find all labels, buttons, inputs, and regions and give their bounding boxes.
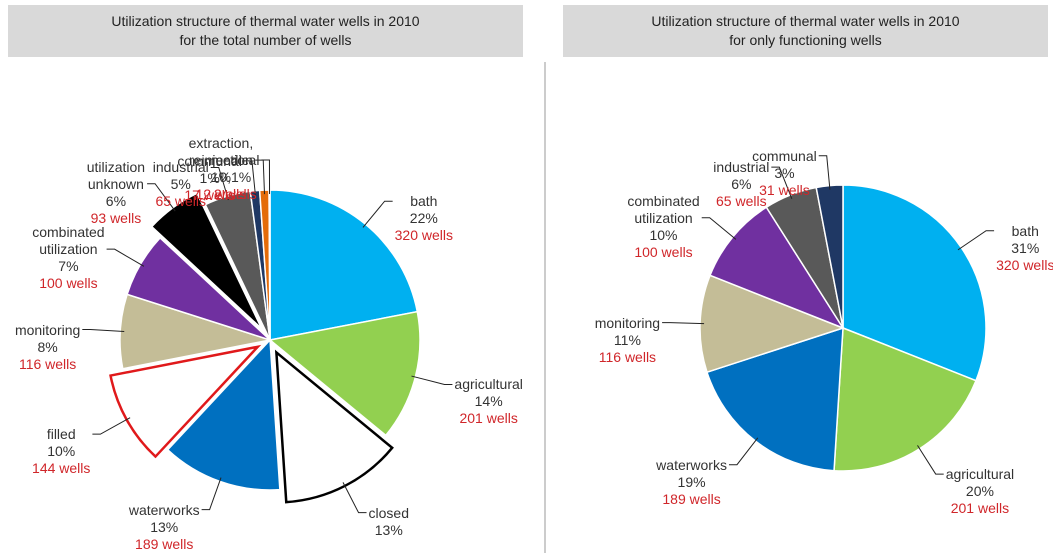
leader-line: [957, 230, 995, 251]
category-label: combinated utilization: [32, 224, 105, 258]
leader-line: [342, 482, 367, 514]
slice-label: communal 3% 31 wells: [752, 148, 817, 199]
leader-line: [82, 329, 125, 333]
category-label: agricultural: [454, 376, 523, 393]
pie-slice: [268, 189, 271, 341]
slice-label: agricultural 14% 201 wells: [454, 376, 522, 427]
slice-label: closed 13%: [369, 505, 409, 539]
category-label: utilization unknown: [86, 158, 146, 192]
count-label: 201 wells: [459, 410, 518, 427]
leader-line: [728, 437, 759, 466]
leader-line: [201, 477, 222, 511]
slice-label: waterworks 19% 189 wells: [656, 457, 727, 508]
slice-label: communal 1% 17 wells: [177, 153, 242, 204]
value-label: 0,1%: [219, 169, 252, 185]
count-label: 12 wells: [195, 186, 247, 203]
leader-line: [92, 417, 131, 435]
count-label: 116 wells: [598, 348, 657, 365]
value-label: 8%: [37, 338, 58, 355]
count-label: 17 wells: [184, 186, 235, 203]
slice-label: monitoring 11% 116 wells: [595, 315, 660, 366]
slice-label: combinated utilization 10% 100 wells: [627, 193, 699, 261]
slice-label: industrial 5% 65 wells: [153, 159, 209, 210]
slice-label: filled 10% 144 wells: [32, 426, 90, 477]
category-label: extraction, reinjection: [188, 135, 254, 169]
category-label: monitoring: [14, 321, 81, 338]
category-label: medical: [211, 152, 260, 168]
value-label: 10%: [47, 443, 76, 460]
leader-line: [362, 200, 393, 228]
count-label: 65 wells: [155, 193, 207, 210]
category-label: communal: [177, 152, 242, 169]
slice-label: industrial 6% 65 wells: [713, 159, 769, 210]
count-label: 31 wells: [759, 181, 810, 198]
value-label: 5%: [170, 176, 191, 193]
leader-line: [106, 248, 145, 267]
count-label: 100 wells: [634, 243, 693, 260]
category-label: industrial: [152, 159, 209, 176]
value-label: 13%: [150, 518, 179, 535]
count-label: 320 wells: [996, 256, 1053, 273]
value-label: 3%: [774, 164, 795, 181]
value-label: 13%: [374, 521, 403, 538]
value-label: 6%: [105, 192, 127, 209]
leader-line: [917, 445, 944, 475]
value-label: 7%: [58, 258, 79, 275]
count-label: 2 wells: [213, 186, 257, 202]
category-label: industrial: [713, 159, 770, 176]
value-label: 1%: [199, 169, 220, 186]
value-label: 14%: [474, 393, 503, 410]
count-label: 201 wells: [950, 500, 1010, 517]
slice-label: bath 31% 320 wells: [996, 223, 1053, 274]
category-label: communal: [752, 147, 817, 164]
category-label: combinated utilization: [627, 192, 700, 226]
value-label: 11%: [613, 331, 641, 348]
leader-line: [701, 217, 737, 240]
category-label: monitoring: [594, 314, 661, 331]
count-label: 93 wells: [90, 209, 142, 226]
leader-line: [147, 183, 176, 212]
slice-label: monitoring 8% 116 wells: [15, 322, 80, 373]
slice-label: medical 0,1% 2 wells: [211, 152, 259, 203]
category-label: waterworks: [128, 501, 200, 518]
slice-label: bath 22% 320 wells: [395, 193, 453, 244]
value-label: 20%: [965, 483, 994, 500]
chart-title: Utilization structure of thermal water w…: [563, 5, 1048, 57]
leader-line: [662, 322, 705, 325]
value-label: 6%: [731, 176, 752, 193]
category-label: filled: [46, 426, 76, 443]
count-label: 189 wells: [662, 490, 721, 507]
value-label: 1%: [210, 169, 232, 186]
leader-line: [771, 166, 793, 199]
slice-label: combinated utilization 7% 100 wells: [32, 224, 104, 292]
value-label: 31%: [1011, 239, 1040, 256]
count-label: 65 wells: [716, 193, 767, 210]
count-label: 144 wells: [32, 460, 91, 477]
value-label: 10%: [649, 226, 678, 243]
leader-line: [411, 375, 453, 385]
leader-line: [243, 160, 256, 195]
leader-line: [210, 166, 229, 201]
category-label: closed: [368, 504, 409, 521]
leader-line: [261, 159, 271, 195]
count-label: 189 wells: [135, 535, 194, 552]
chart-title: Utilization structure of thermal water w…: [8, 5, 523, 57]
category-label: bath: [410, 193, 438, 210]
slice-label: agricultural 20% 201 wells: [946, 466, 1014, 517]
count-label: 100 wells: [39, 275, 98, 292]
category-label: agricultural: [945, 466, 1015, 483]
slice-label: waterworks 13% 189 wells: [129, 502, 200, 553]
count-label: 116 wells: [18, 355, 77, 372]
count-label: 320 wells: [394, 227, 453, 244]
category-label: bath: [1011, 222, 1039, 239]
category-label: waterworks: [656, 456, 727, 473]
value-label: 22%: [409, 210, 438, 227]
leader-line: [818, 155, 831, 190]
slice-label: utilization unknown 6% 93 wells: [87, 159, 145, 227]
slice-label: extraction, reinjection 1% 12 wells: [189, 135, 254, 203]
value-label: 19%: [677, 473, 706, 490]
